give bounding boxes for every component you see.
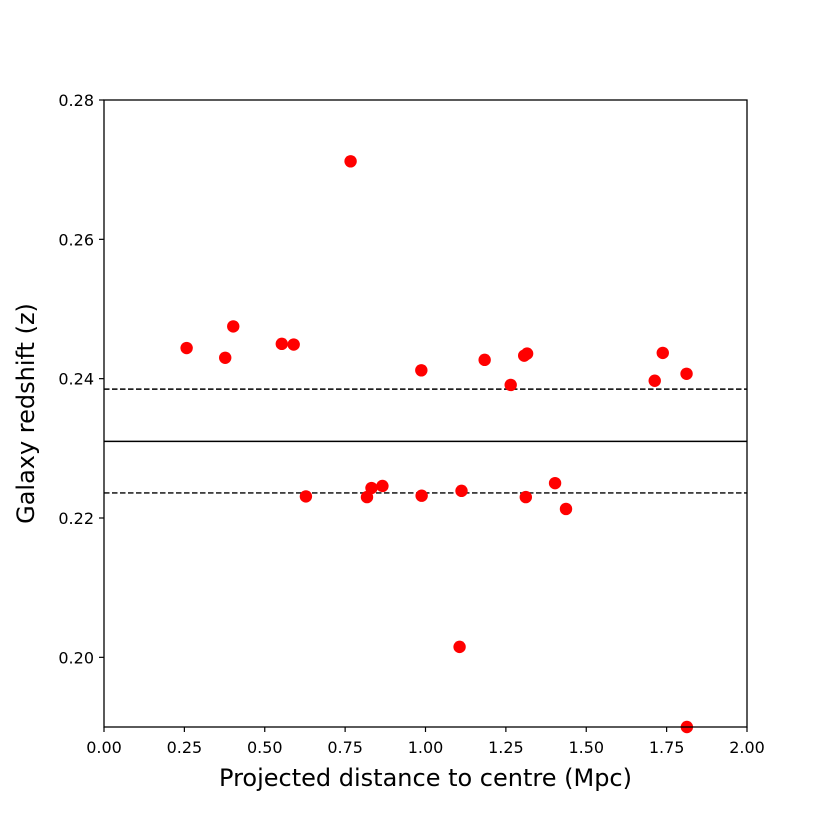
data-point	[275, 337, 288, 351]
data-point	[344, 155, 357, 168]
data-point	[680, 367, 693, 380]
x-tick-label: 1.75	[649, 738, 685, 757]
x-tick-label: 2.00	[729, 738, 765, 757]
y-axis-title: Galaxy redshift (z)	[12, 303, 40, 524]
plot-frame	[103, 99, 748, 728]
data-point	[376, 479, 389, 493]
y-axis: 0.20 0.22 0.24 0.26 0.28	[58, 91, 104, 667]
y-tick-label: 0.26	[58, 230, 94, 249]
data-point	[287, 338, 300, 351]
data-point	[299, 490, 313, 503]
data-point	[548, 476, 562, 490]
reference-lines	[104, 388, 747, 494]
y-tick-label: 0.20	[58, 648, 94, 667]
data-point	[415, 364, 428, 377]
data-point	[656, 346, 669, 360]
y-tick-label: 0.22	[58, 509, 94, 528]
data-point	[519, 490, 533, 504]
x-tick-label: 1.50	[568, 738, 604, 757]
data-point	[559, 502, 573, 516]
data-point	[180, 341, 193, 355]
data-point	[453, 640, 466, 654]
x-tick-label: 0.75	[327, 738, 363, 757]
data-point	[455, 484, 468, 498]
data-point	[219, 351, 232, 364]
y-tick-label: 0.28	[58, 91, 94, 110]
x-tick-label: 1.00	[408, 738, 444, 757]
data-points	[180, 155, 694, 734]
data-point	[365, 481, 378, 495]
x-tick-label: 0.25	[167, 738, 203, 757]
x-axis: 0.00 0.25 0.50 0.75 1.00 1.25 1.50 1.75 2.00	[86, 727, 765, 757]
x-tick-label: 1.25	[488, 738, 524, 757]
data-point	[415, 489, 428, 502]
x-tick-label: 0.50	[247, 738, 283, 757]
x-axis-title: Projected distance to centre (Mpc)	[219, 764, 632, 792]
x-tick-label: 0.00	[86, 738, 122, 757]
data-point	[504, 378, 517, 392]
y-tick-label: 0.24	[58, 370, 94, 389]
data-point	[227, 320, 240, 333]
data-point	[648, 374, 661, 387]
data-point	[520, 347, 534, 360]
data-point	[478, 353, 491, 367]
